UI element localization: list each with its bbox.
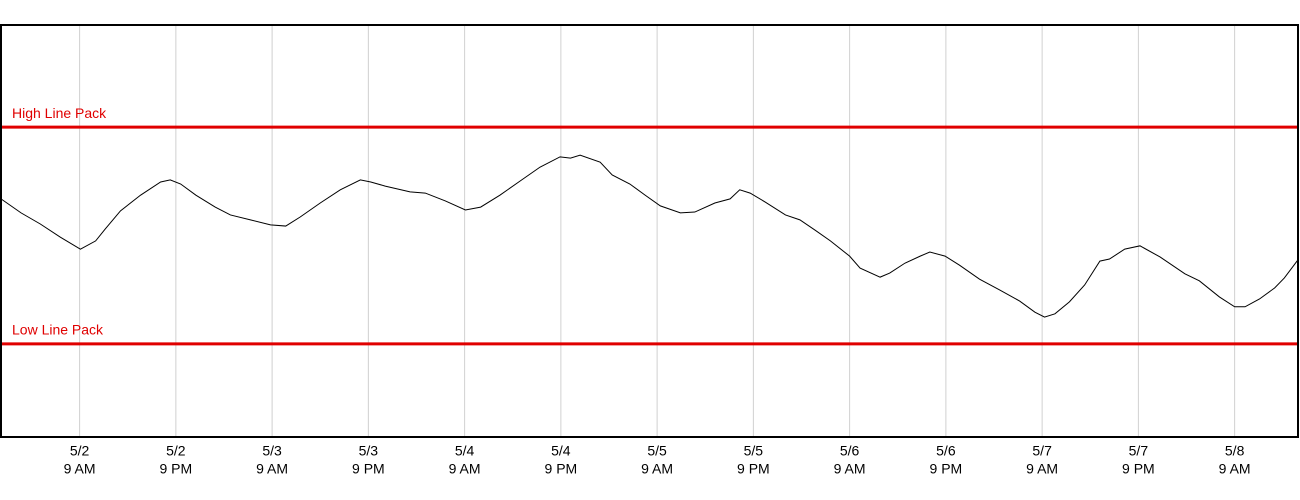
x-tick-label: 5/4 — [455, 443, 475, 459]
plot-frame — [0, 24, 1299, 438]
x-tick-label: 9 PM — [160, 461, 193, 477]
x-tick-label: 5/5 — [744, 443, 764, 459]
x-tick-label: 5/2 — [70, 443, 90, 459]
x-tick-label: 9 AM — [834, 461, 866, 477]
x-tick-label: 5/8 — [1225, 443, 1245, 459]
x-tick-label: 5/6 — [936, 443, 956, 459]
x-tick-label: 9 PM — [737, 461, 770, 477]
x-tick-label: 5/4 — [551, 443, 571, 459]
x-tick-label: 9 PM — [352, 461, 385, 477]
x-tick-label: 9 AM — [1026, 461, 1058, 477]
grid — [79, 25, 1236, 437]
reference-label: Low Line Pack — [12, 322, 104, 338]
x-tick-label: 5/3 — [262, 443, 282, 459]
x-tick-label: 5/3 — [359, 443, 379, 459]
x-tick-label: 5/7 — [1129, 443, 1149, 459]
x-tick-label: 9 AM — [64, 461, 96, 477]
x-tick-label: 9 AM — [1219, 461, 1251, 477]
reference-label: High Line Pack — [12, 105, 107, 121]
x-tick-label: 5/7 — [1032, 443, 1052, 459]
data-line — [0, 154, 1299, 318]
x-tick-label: 9 PM — [545, 461, 578, 477]
x-tick-label: 5/6 — [840, 443, 860, 459]
x-tick-label: 5/5 — [647, 443, 667, 459]
x-tick-label: 9 AM — [641, 461, 673, 477]
plot-area: High Line Pack Low Line Pack — [0, 105, 1299, 346]
x-tick-label: 9 AM — [256, 461, 288, 477]
x-tick-label: 9 PM — [1122, 461, 1155, 477]
x-tick-label: 9 PM — [930, 461, 963, 477]
x-tick-label: 9 AM — [449, 461, 481, 477]
x-tick-label: 5/2 — [166, 443, 186, 459]
